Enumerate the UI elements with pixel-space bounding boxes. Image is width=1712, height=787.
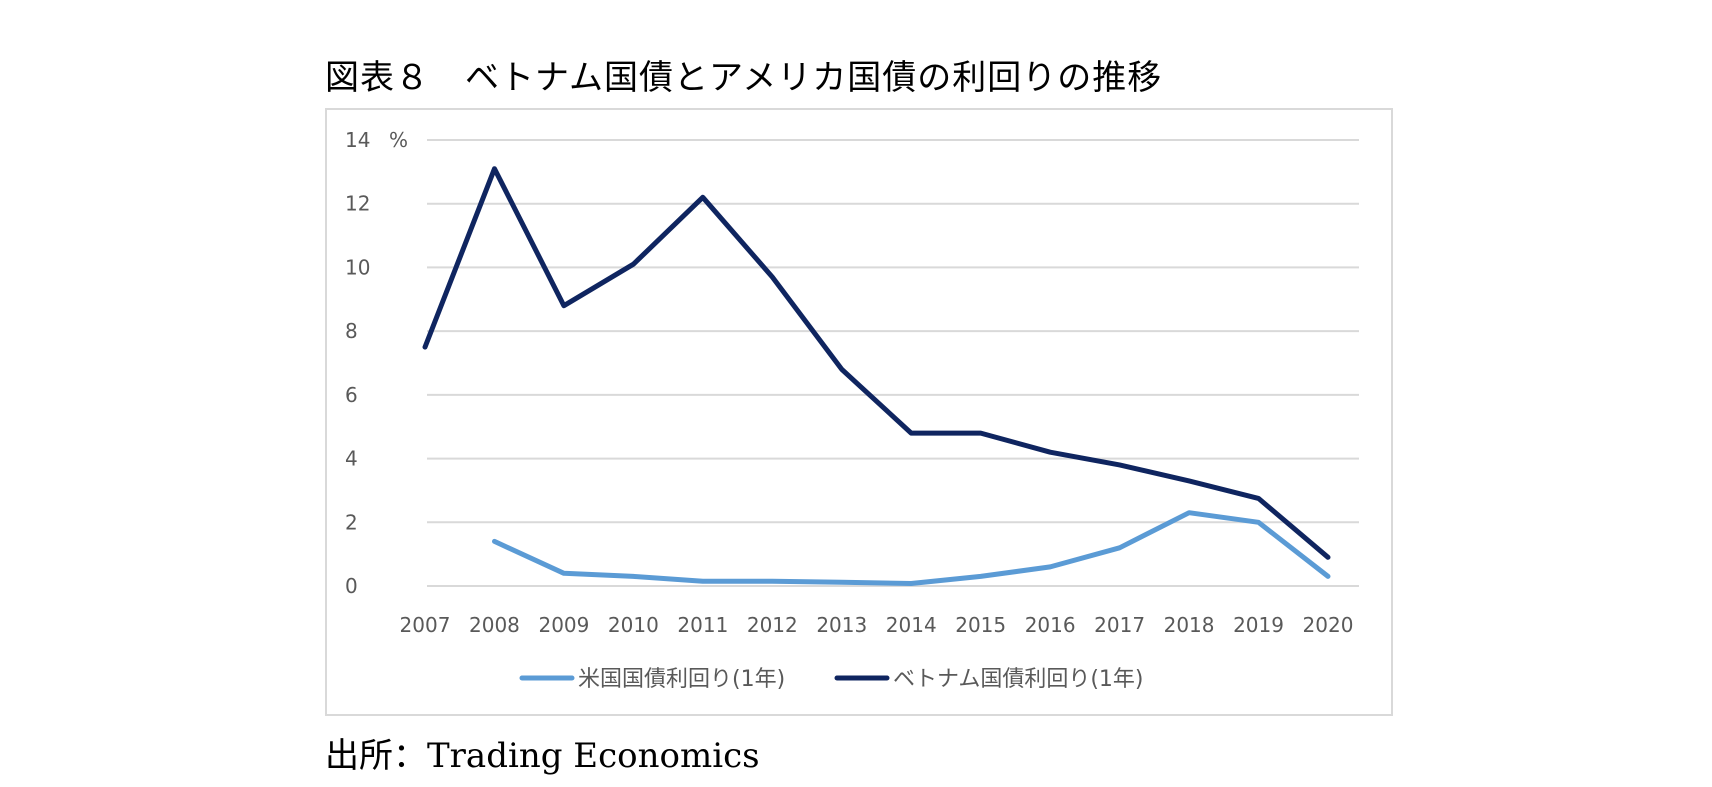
x-tick-label-2009: 2009 bbox=[538, 613, 589, 637]
x-axis-ticks: 2007 2008 2009 2010 2011 2012 2013 2014 2015 2016… bbox=[400, 613, 1354, 637]
legend-label-1: ベトナム国債利回り(1年) bbox=[893, 667, 1144, 692]
x-tick-label-2019: 2019 bbox=[1233, 613, 1284, 637]
chart-frame: 0 2 4 6 8 10 12 14 % 2007 2008 2009 2010 2011 2012 20… bbox=[325, 108, 1393, 716]
x-tick-label-2012: 2012 bbox=[747, 613, 798, 637]
x-tick-label-2008: 2008 bbox=[469, 613, 520, 637]
series-lines bbox=[422, 166, 1331, 586]
x-tick-label-2016: 2016 bbox=[1025, 613, 1076, 637]
series-line-1 bbox=[422, 166, 1331, 560]
y-axis-unit-label: % bbox=[389, 128, 408, 152]
source-note: 出所：Trading Economics bbox=[325, 736, 760, 776]
y-tick-label-10: 10 bbox=[345, 255, 370, 279]
y-tick-label-6: 6 bbox=[345, 383, 358, 407]
x-tick-label-2011: 2011 bbox=[677, 613, 728, 637]
x-tick-label-2014: 2014 bbox=[886, 613, 937, 637]
x-tick-label-2007: 2007 bbox=[400, 613, 451, 637]
x-tick-label-2015: 2015 bbox=[955, 613, 1006, 637]
x-tick-label-2013: 2013 bbox=[816, 613, 867, 637]
x-tick-label-2010: 2010 bbox=[608, 613, 659, 637]
legend: 米国国債利回り(1年) ベトナム国債利回り(1年) bbox=[519, 667, 1144, 692]
legend-label-0: 米国国債利回り(1年) bbox=[578, 667, 785, 692]
y-tick-label-12: 12 bbox=[345, 192, 370, 216]
figure-title: 図表８ ベトナム国債とアメリカ国債の利回りの推移 bbox=[325, 58, 1163, 98]
x-tick-label-2017: 2017 bbox=[1094, 613, 1145, 637]
x-tick-label-2020: 2020 bbox=[1303, 613, 1354, 637]
y-tick-label-8: 8 bbox=[345, 319, 358, 343]
y-tick-label-0: 0 bbox=[345, 574, 358, 598]
y-tick-label-14: 14 bbox=[345, 128, 370, 152]
y-tick-label-2: 2 bbox=[345, 510, 358, 534]
y-axis-ticks: 0 2 4 6 8 10 12 14 bbox=[345, 128, 370, 598]
gridlines bbox=[427, 139, 1359, 587]
series-line-0 bbox=[492, 510, 1331, 586]
y-tick-label-4: 4 bbox=[345, 447, 358, 471]
x-tick-label-2018: 2018 bbox=[1164, 613, 1215, 637]
